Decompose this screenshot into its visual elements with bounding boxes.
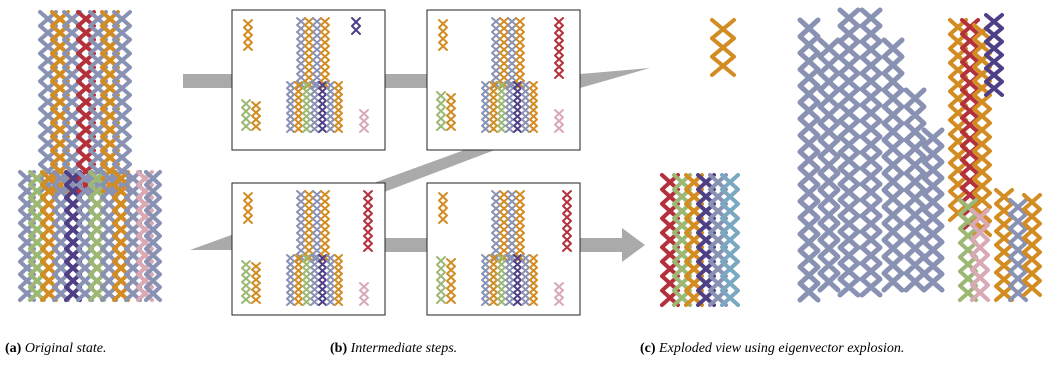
helix (840, 10, 858, 295)
helix (674, 175, 690, 305)
arrow-band (385, 238, 429, 252)
helix (862, 10, 880, 295)
caption-text: Original state. (25, 341, 107, 356)
caption-c: (c) Exploded view using eigenvector expl… (640, 341, 904, 356)
helix (884, 40, 902, 290)
helix (710, 175, 726, 305)
arrow-band (385, 74, 429, 88)
helix (686, 175, 702, 305)
caption-text: Intermediate steps. (350, 341, 458, 356)
caption-a: (a) Original state. (5, 341, 107, 356)
helix (972, 210, 988, 300)
arrow-band (580, 68, 650, 88)
helix (986, 15, 1002, 95)
arrow-head (580, 228, 645, 262)
helix (114, 12, 130, 192)
helix (662, 175, 678, 305)
arrow-band (183, 74, 233, 88)
caption-label: (c) (640, 341, 656, 356)
helix (800, 20, 818, 300)
caption-text: Exploded view using eigenvector explosio… (658, 341, 904, 356)
helix (712, 20, 734, 75)
caption-b: (b) Intermediate steps. (330, 341, 457, 356)
figure: (a) Original state. (b) Intermediate ste… (0, 0, 1057, 365)
helix (906, 90, 924, 290)
helix (698, 175, 714, 305)
caption-label: (a) (5, 341, 22, 356)
caption-label: (b) (330, 341, 347, 356)
helix (924, 130, 942, 290)
helix (820, 40, 838, 290)
helix (722, 175, 738, 305)
